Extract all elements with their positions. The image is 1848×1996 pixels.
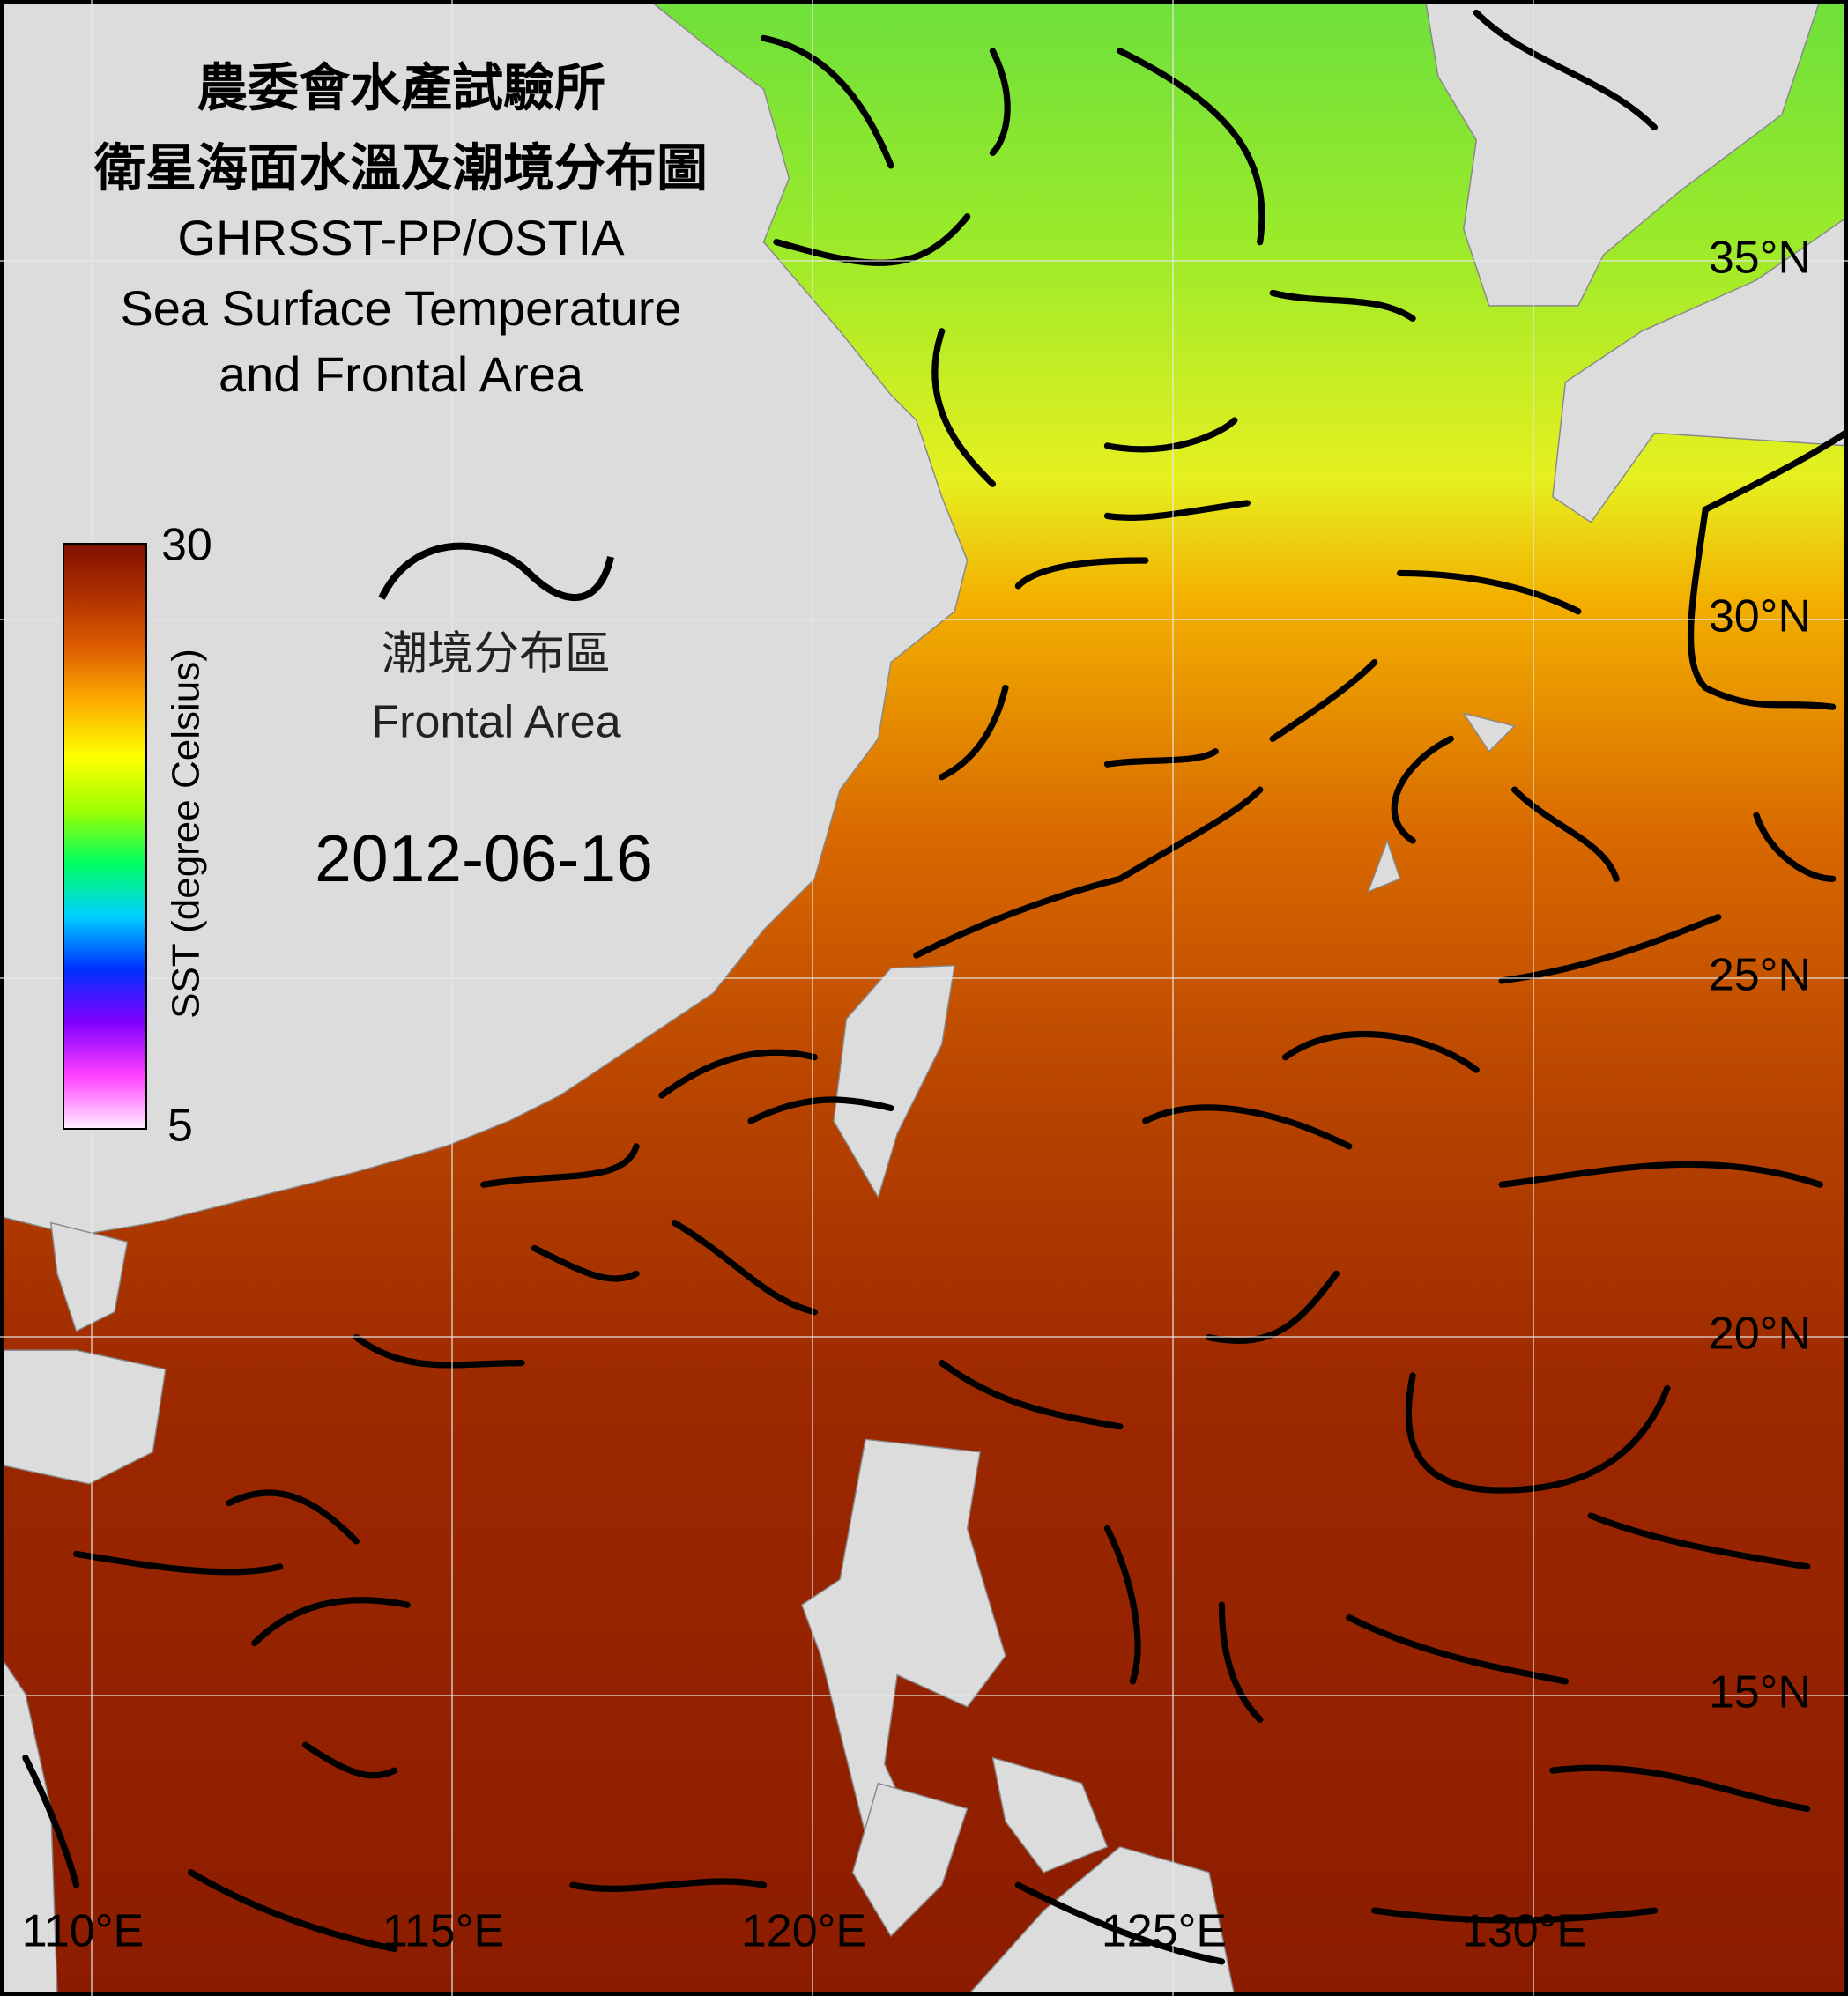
land-vietnam (0, 1654, 58, 1996)
front-line (188, 1764, 1811, 1953)
land-okinawa (1367, 712, 1517, 894)
colorbar-max: 30 (161, 520, 212, 571)
front-line (773, 213, 1251, 521)
title-line: and Frontal Area (219, 346, 584, 402)
lon-tick-label: 125°E (1102, 1906, 1227, 1957)
front-line (939, 1270, 1671, 1494)
land-leizhou (49, 1221, 129, 1332)
date: 2012-06-16 (315, 821, 653, 895)
colorbar-label: SST (degree Celsius) (165, 649, 208, 1019)
lat-tick-label: 35°N (1709, 233, 1811, 284)
front-line (913, 786, 1722, 1073)
legend-zh: 潮境分布區 (382, 629, 611, 680)
colorbar (63, 543, 147, 1130)
lon-tick-label: 120°E (741, 1906, 866, 1957)
land-china (0, 0, 969, 1236)
front-line (73, 1489, 411, 1779)
title-line: GHRSST-PP/OSTIA (177, 210, 625, 265)
front-line (22, 1755, 1226, 1965)
front-line (353, 1143, 818, 1369)
front-line (1103, 1512, 1811, 1723)
land-korea (1424, 0, 1821, 307)
legend-front-symbol (378, 542, 614, 602)
front-line (939, 658, 1378, 781)
lon-tick-label: 110°E (22, 1906, 144, 1957)
title-line: Sea Surface Temperature (120, 280, 681, 336)
front-line (1687, 429, 1848, 710)
land-hainan (0, 1349, 167, 1485)
land-japan (1552, 139, 1848, 523)
front-line (658, 1049, 1823, 1188)
lat-tick-label: 15°N (1709, 1667, 1811, 1718)
front-line (1391, 735, 1837, 882)
front-line (760, 9, 1659, 246)
colorbar-min: 5 (167, 1101, 193, 1152)
lat-tick-label: 20°N (1709, 1309, 1811, 1360)
lon-tick-label: 115°E (382, 1906, 504, 1957)
lat-tick-label: 25°N (1709, 950, 1811, 1001)
lat-tick-label: 30°N (1709, 591, 1811, 642)
title-line: 農委會水產試驗所 (197, 59, 605, 116)
title-line: 衛星海面水溫及潮境分布圖 (93, 139, 708, 197)
front-line (1014, 289, 1582, 615)
lon-tick-label: 130°E (1462, 1906, 1587, 1957)
land-luzon (800, 1438, 1006, 1861)
legend-en: Frontal Area (371, 697, 620, 748)
